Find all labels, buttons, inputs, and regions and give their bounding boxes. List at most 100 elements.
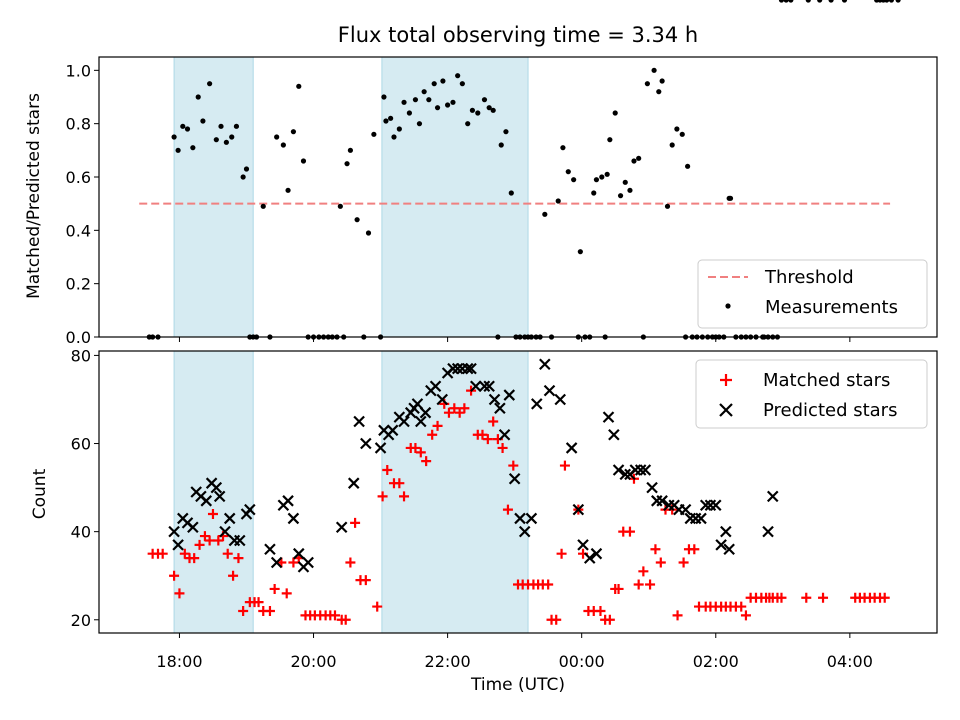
predicted-star-point xyxy=(213,490,226,503)
measurement-point xyxy=(508,190,514,196)
predicted-star-point xyxy=(465,362,477,375)
matched-star-point xyxy=(801,592,812,603)
predicted-star-point xyxy=(419,406,432,419)
matched-star-point xyxy=(288,557,299,568)
measurement-point xyxy=(180,123,186,129)
top-y-tick-label: 1.0 xyxy=(66,61,91,80)
legend-matched-label: Matched stars xyxy=(763,370,890,391)
predicted-star-point xyxy=(172,539,184,551)
predicted-star-point xyxy=(508,473,521,485)
measurement-point xyxy=(421,89,427,95)
measurement-point xyxy=(431,81,437,87)
matched-star-point xyxy=(427,429,438,440)
measurement-point xyxy=(481,97,488,103)
measurement-point xyxy=(727,195,734,201)
bottom-y-tick-label: 40 xyxy=(71,523,91,542)
measurement-point xyxy=(300,158,307,164)
top-y-axis-label: Matched/Predicted stars xyxy=(24,93,44,299)
matched-star-point xyxy=(508,460,519,471)
x-tick-label: 04:00 xyxy=(827,652,873,671)
matched-star-point xyxy=(350,517,361,528)
measurement-point xyxy=(542,211,548,217)
predicted-star-point xyxy=(219,525,231,538)
bottom-shaded-region-0 xyxy=(173,350,254,634)
matched-star-point xyxy=(222,548,233,559)
predicted-star-point xyxy=(447,362,459,375)
measurement-point xyxy=(184,126,191,132)
bottom-legend-box xyxy=(695,359,928,429)
measurement-point xyxy=(190,145,196,151)
matched-star-point xyxy=(740,610,751,621)
matched-star-point xyxy=(655,557,666,568)
measurement-point xyxy=(274,134,280,140)
measurement-point xyxy=(381,94,387,100)
matched-star-point xyxy=(238,605,249,616)
predicted-star-point xyxy=(436,393,449,406)
predicted-star-point xyxy=(234,534,246,547)
legend-threshold-label: Threshold xyxy=(764,267,854,288)
measurement-point xyxy=(895,0,901,3)
top-shaded-region-0 xyxy=(173,56,254,338)
matched-star-point xyxy=(410,442,421,453)
bottom-y-axis-label: Count xyxy=(30,468,50,519)
predicted-star-point xyxy=(720,525,732,538)
measurement-point xyxy=(884,0,890,3)
predicted-star-point xyxy=(525,512,538,525)
predicted-star-point xyxy=(514,512,526,525)
matched-star-point xyxy=(421,456,432,467)
predicted-star-point xyxy=(270,556,283,569)
measurement-point xyxy=(486,105,492,111)
top-legend: Threshold Measurements xyxy=(697,259,928,329)
matched-star-point xyxy=(556,548,567,559)
matched-star-point xyxy=(253,597,264,608)
measurement-point xyxy=(599,174,605,180)
legend-predicted-label: Predicted stars xyxy=(763,400,897,421)
measurement-point xyxy=(296,83,302,89)
predicted-star-point xyxy=(398,415,410,428)
measurement-point xyxy=(285,187,291,193)
predicted-star-point xyxy=(210,481,223,494)
predicted-star-point xyxy=(293,547,305,560)
measurement-point xyxy=(229,134,235,140)
measurement-point xyxy=(679,131,685,137)
predicted-star-point xyxy=(200,495,213,507)
predicted-star-point xyxy=(543,384,556,397)
top-axes-frame xyxy=(98,56,938,338)
measurement-point xyxy=(565,169,571,175)
matched-star-point xyxy=(818,592,829,603)
predicted-star-point xyxy=(634,464,647,476)
x-axis-label: Time (UTC) xyxy=(470,675,565,695)
predicted-star-point xyxy=(602,411,615,423)
predicted-star-point xyxy=(429,380,442,393)
bottom-legend: Matched stars Predicted stars xyxy=(695,359,928,429)
legend-predicted-swatch xyxy=(719,403,733,417)
predicted-star-point xyxy=(723,543,735,556)
measurement-point xyxy=(195,94,201,100)
measurement-point xyxy=(817,0,823,3)
matched-star-point xyxy=(645,579,656,590)
predicted-star-point xyxy=(287,512,300,525)
matched-star-point xyxy=(207,509,218,520)
measurement-point xyxy=(445,102,451,108)
measurement-point xyxy=(788,0,794,3)
measurement-point xyxy=(406,110,412,116)
measurement-point xyxy=(223,139,229,145)
measurement-point xyxy=(498,142,504,148)
matched-star-point xyxy=(678,557,689,568)
matched-star-point xyxy=(157,548,168,559)
predicted-star-point xyxy=(699,499,712,511)
matched-star-point xyxy=(736,601,747,612)
x-tick-label: 00:00 xyxy=(559,652,605,671)
legend-matched-swatch xyxy=(720,374,732,386)
top-y-tick-label: 0.8 xyxy=(66,115,91,134)
measurement-point xyxy=(636,155,642,161)
measurement-point xyxy=(627,187,633,193)
predicted-star-point xyxy=(461,362,474,375)
chart-title: Flux total observing time = 3.34 h xyxy=(338,23,698,47)
predicted-star-point xyxy=(709,499,722,511)
predicted-star-point xyxy=(494,402,506,415)
measurement-point xyxy=(490,107,496,113)
bottom-y-tick-label: 80 xyxy=(71,346,91,365)
measurement-point xyxy=(213,137,219,143)
